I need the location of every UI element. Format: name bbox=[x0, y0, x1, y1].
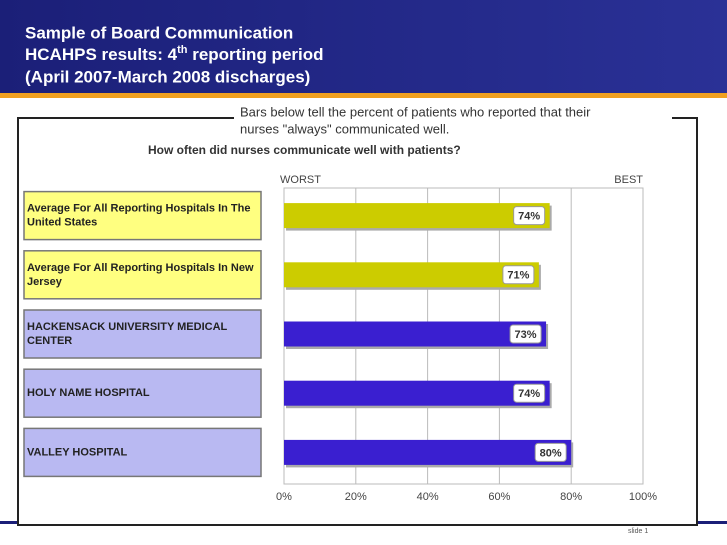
caption: nurses "always" communicated well. bbox=[240, 121, 449, 136]
title-sup: th bbox=[177, 44, 188, 56]
x-tick-label: 80% bbox=[560, 491, 582, 503]
x-tick-label: 100% bbox=[629, 491, 657, 503]
category-box bbox=[23, 250, 262, 300]
bar bbox=[284, 262, 539, 288]
title-line: (April 2007-March 2008 discharges) bbox=[25, 67, 310, 86]
category-label: Average For All Reporting Hospitals In T… bbox=[27, 203, 251, 229]
x-tick-label: 60% bbox=[488, 491, 510, 503]
value-label-bg bbox=[509, 324, 542, 344]
footer: slide 1 bbox=[628, 528, 648, 535]
bar bbox=[284, 439, 572, 465]
bar bbox=[284, 380, 550, 406]
category-box bbox=[23, 309, 262, 359]
category-box bbox=[23, 368, 262, 418]
header-band bbox=[0, 0, 727, 93]
value-label-bg bbox=[534, 442, 567, 462]
title-line: HCAHPS results: 4th reporting period bbox=[25, 44, 324, 65]
value-label: 71% bbox=[507, 270, 529, 282]
title-part: HCAHPS results: 4 bbox=[25, 45, 178, 64]
x-tick-label: 40% bbox=[417, 491, 439, 503]
bar bbox=[284, 321, 547, 347]
value-label-bg bbox=[502, 265, 535, 285]
axis-left-label: WORST bbox=[280, 174, 321, 186]
value-label-bg bbox=[513, 206, 546, 226]
category-label: VALLEY HOSPITAL bbox=[27, 446, 128, 458]
category-label: HOLY NAME HOSPITAL bbox=[27, 387, 150, 399]
category-label: Average For All Reporting Hospitals In N… bbox=[27, 262, 254, 288]
title-line: Sample of Board Communication bbox=[25, 23, 293, 42]
value-label: 74% bbox=[518, 388, 540, 400]
title-part: reporting period bbox=[188, 45, 324, 64]
header-rule bbox=[0, 93, 727, 98]
value-label: 74% bbox=[518, 211, 540, 223]
category-box bbox=[23, 427, 262, 478]
caption-bg bbox=[234, 102, 672, 140]
chart-title: How often did nurses communicate well wi… bbox=[148, 143, 461, 157]
x-tick-label: 0% bbox=[276, 491, 292, 503]
bar bbox=[284, 203, 550, 229]
axis-right-label: BEST bbox=[614, 174, 643, 186]
value-label: 73% bbox=[515, 329, 537, 341]
category-box bbox=[23, 190, 262, 241]
value-label: 80% bbox=[540, 447, 562, 459]
x-tick-label: 20% bbox=[345, 491, 367, 503]
category-label: HACKENSACK UNIVERSITY MEDICAL CENTER bbox=[27, 321, 228, 347]
caption: Bars below tell the percent of patients … bbox=[240, 104, 591, 119]
value-label-bg bbox=[513, 383, 546, 403]
